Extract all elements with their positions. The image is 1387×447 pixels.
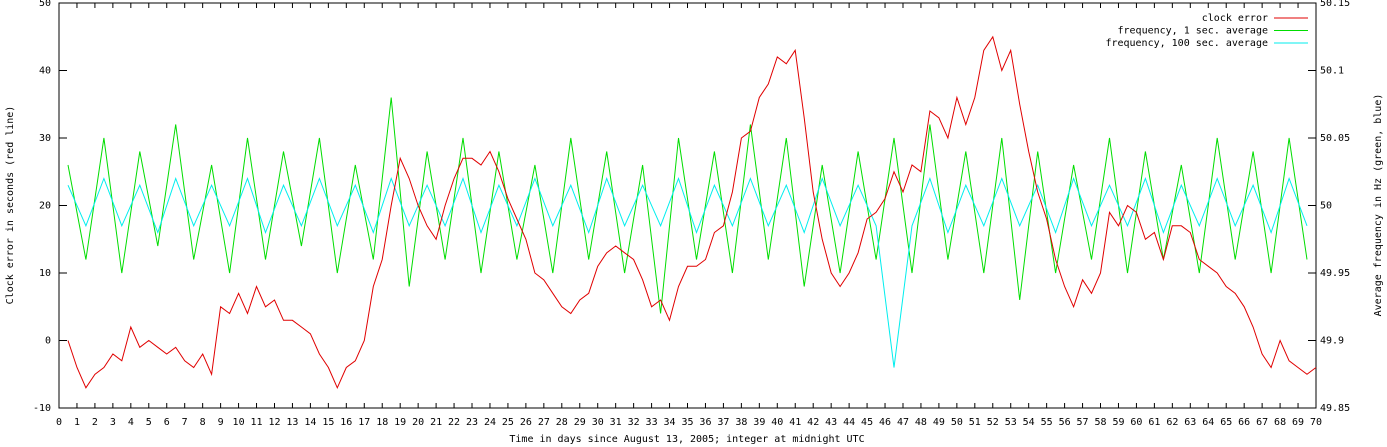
x-tick-label: 27 [538,417,550,428]
y-tick-label: 40 [39,66,51,77]
x-tick-label: 65 [1220,417,1232,428]
x-tick-label: 8 [200,417,206,428]
x-tick-label: 56 [1059,417,1071,428]
y2-tick-label: 50.05 [1320,133,1350,144]
x-tick-label: 46 [879,417,891,428]
x-tick-label: 7 [182,417,188,428]
x-tick-label: 25 [502,417,514,428]
y2-tick-label: 50 [1320,201,1332,212]
x-tick-label: 49 [933,417,945,428]
y2-tick-label: 49.85 [1320,403,1350,414]
x-tick-label: 9 [218,417,224,428]
x-tick-label: 23 [466,417,478,428]
x-tick-label: 41 [789,417,801,428]
x-tick-label: 28 [556,417,568,428]
x-tick-label: 4 [128,417,134,428]
y2-tick-label: 49.95 [1320,268,1350,279]
y-tick-label: 50 [39,0,51,9]
x-tick-label: 38 [735,417,747,428]
x-tick-label: 37 [717,417,729,428]
x-tick-label: 66 [1238,417,1250,428]
x-tick-label: 33 [646,417,658,428]
legend-label: clock error [1202,13,1268,24]
x-tick-label: 11 [251,417,263,428]
x-tick-label: 3 [110,417,116,428]
y-tick-label: 0 [45,336,51,347]
x-tick-label: 58 [1094,417,1106,428]
x-tick-label: 26 [520,417,532,428]
y-tick-label: -10 [33,403,51,414]
x-tick-label: 30 [592,417,604,428]
x-tick-label: 45 [861,417,873,428]
series-line [67,97,1308,314]
x-tick-label: 32 [628,417,640,428]
x-tick-label: 21 [430,417,442,428]
x-tick-label: 19 [394,417,406,428]
x-tick-label: 12 [268,417,280,428]
x-tick-label: 2 [92,417,98,428]
x-tick-label: 20 [412,417,424,428]
x-tick-label: 18 [376,417,388,428]
x-tick-label: 67 [1256,417,1268,428]
x-tick-label: 36 [699,417,711,428]
x-tick-label: 68 [1274,417,1286,428]
y-axis-label: Clock error in seconds (red line) [5,106,16,305]
x-tick-label: 55 [1041,417,1053,428]
x-tick-label: 0 [56,417,62,428]
x-tick-label: 14 [304,417,316,428]
x-tick-label: 22 [448,417,460,428]
x-tick-label: 62 [1166,417,1178,428]
x-tick-label: 24 [484,417,496,428]
x-tick-label: 31 [610,417,622,428]
y-tick-label: 10 [39,268,51,279]
y2-axis-label: Average frequency in Hz (green, blue) [1373,94,1384,317]
x-tick-label: 57 [1077,417,1089,428]
x-tick-label: 16 [340,417,352,428]
x-tick-label: 35 [681,417,693,428]
x-tick-label: 60 [1130,417,1142,428]
x-tick-label: 17 [358,417,370,428]
series-line [67,177,1308,368]
x-tick-label: 42 [807,417,819,428]
x-tick-label: 15 [322,417,334,428]
x-tick-label: 10 [233,417,245,428]
legend-label: frequency, 100 sec. average [1105,38,1268,49]
y2-tick-label: 49.9 [1320,336,1344,347]
x-tick-label: 29 [574,417,586,428]
x-tick-label: 40 [771,417,783,428]
x-tick-label: 52 [987,417,999,428]
x-tick-label: 53 [1005,417,1017,428]
y2-tick-label: 50.1 [1320,66,1344,77]
y2-tick-label: 50.15 [1320,0,1350,9]
x-tick-label: 54 [1023,417,1035,428]
x-tick-label: 64 [1202,417,1214,428]
x-tick-label: 44 [843,417,855,428]
x-axis-label: Time in days since August 13, 2005; inte… [509,434,864,445]
x-tick-label: 48 [915,417,927,428]
x-tick-label: 63 [1184,417,1196,428]
y-tick-label: 20 [39,201,51,212]
x-tick-label: 34 [664,417,676,428]
x-tick-label: 61 [1148,417,1160,428]
x-tick-label: 50 [951,417,963,428]
x-tick-label: 5 [146,417,152,428]
y-tick-label: 30 [39,133,51,144]
x-tick-label: 70 [1310,417,1322,428]
x-tick-label: 39 [753,417,765,428]
x-tick-label: 6 [164,417,170,428]
x-tick-label: 13 [286,417,298,428]
x-tick-label: 47 [897,417,909,428]
x-tick-label: 59 [1112,417,1124,428]
x-tick-label: 43 [825,417,837,428]
legend-label: frequency, 1 sec. average [1117,26,1268,37]
x-tick-label: 69 [1292,417,1304,428]
x-tick-label: 1 [74,417,80,428]
series-line [67,35,1317,390]
x-tick-label: 51 [969,417,981,428]
